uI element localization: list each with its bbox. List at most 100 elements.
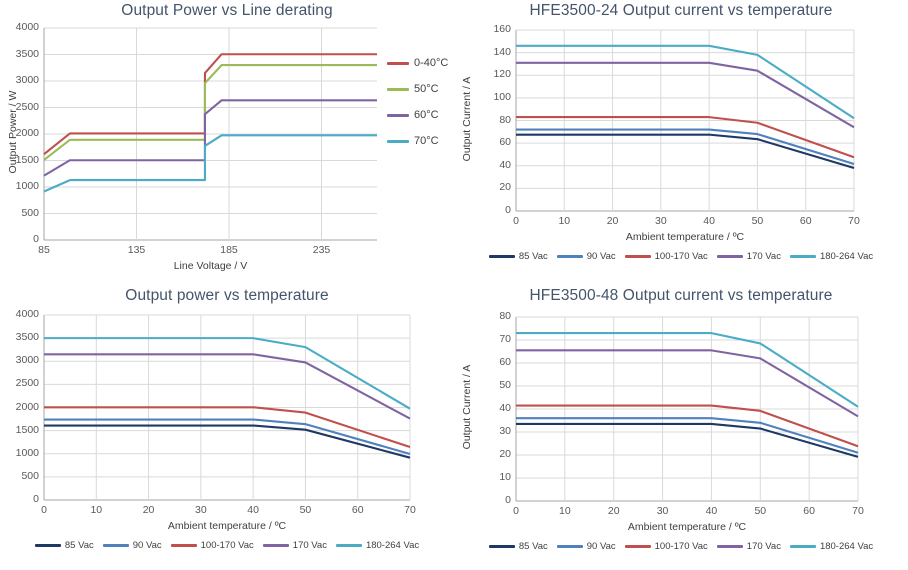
legend-item: 170 Vac <box>716 541 781 552</box>
legend-swatch-icon <box>387 139 409 143</box>
x-axis-tick-label: 235 <box>312 244 331 256</box>
y-axis-tick-label: 0 <box>33 493 39 505</box>
series-line <box>516 128 855 166</box>
x-axis-tick-label: 85 <box>38 244 50 256</box>
x-axis-tick-label: 60 <box>351 504 364 516</box>
x-axis-tick-label: 70 <box>848 215 860 227</box>
legend-swatch-icon <box>488 545 515 548</box>
series-line <box>43 64 377 161</box>
series-line <box>44 337 411 410</box>
y-axis-title: Output Current / A <box>461 364 473 450</box>
series-line <box>516 61 855 129</box>
legend-label: 0-40°C <box>414 57 449 69</box>
y-axis-tick-label: 40 <box>499 402 511 414</box>
plot-svg <box>515 316 859 502</box>
legend-swatch-icon <box>556 255 583 258</box>
legend-item: 85 Vac <box>34 540 94 551</box>
y-axis-tick-label: 60 <box>499 356 511 368</box>
legend-swatch-icon <box>170 544 197 547</box>
legend-item: 90 Vac <box>556 251 616 262</box>
x-axis-tick-label: 20 <box>606 215 619 227</box>
y-axis-tick-label: 1500 <box>15 423 39 436</box>
legend-item: 180-264 Vac <box>789 541 874 552</box>
series-line <box>44 418 411 455</box>
y-axis-tick-label: 500 <box>21 206 39 219</box>
legend-label: 170 Vac <box>746 541 781 552</box>
series-line <box>516 44 855 120</box>
x-axis-tick-label: 50 <box>754 505 767 517</box>
y-axis-tick-label: 3500 <box>15 331 39 344</box>
legend-swatch-icon <box>789 545 816 548</box>
legend-swatch-icon <box>387 61 409 65</box>
plot-svg <box>515 29 855 212</box>
legend-label: 180-264 Vac <box>819 541 874 552</box>
legend-label: 100-170 Vac <box>654 251 708 262</box>
y-axis-tick-label: 0 <box>33 233 39 245</box>
y-axis-tick-label: 4000 <box>15 21 39 33</box>
legend-item: 50°C <box>387 76 448 102</box>
x-axis-tick-label: 0 <box>41 504 47 516</box>
series-line <box>516 404 859 448</box>
x-axis-title: Ambient temperature / ºC <box>627 521 747 533</box>
y-axis-tick-label: 40 <box>499 158 511 171</box>
legend-swatch-icon <box>624 255 651 258</box>
chart-panel-hfe3500-48-output-current-vs-temperature: HFE3500-48 Output current vs temperature… <box>454 285 908 570</box>
x-axis-title: Ambient temperature / ºC <box>167 520 287 532</box>
legend-label: 100-170 Vac <box>654 541 708 552</box>
x-axis-title: Line Voltage / V <box>173 260 248 272</box>
x-axis-tick-label: 30 <box>195 504 207 516</box>
legend-swatch-icon <box>488 255 515 258</box>
legend-label: 170 Vac <box>746 251 781 262</box>
y-axis-title: Output Power / W <box>0 351 1 461</box>
x-axis-tick-label: 20 <box>607 505 620 517</box>
y-axis-tick-label: 3000 <box>15 354 39 367</box>
legend-label: 100-170 Vac <box>200 540 254 551</box>
x-axis-tick-label: 70 <box>404 504 416 516</box>
plot-area <box>515 29 855 212</box>
plot-svg <box>43 314 411 501</box>
y-axis-title: Output Current / A <box>461 76 473 161</box>
x-axis-tick-label: 135 <box>127 244 146 256</box>
legend-item: 180-264 Vac <box>335 540 419 551</box>
y-axis-tick-label: 60 <box>499 136 511 149</box>
y-axis-tick-label: 3000 <box>15 74 39 86</box>
legend-swatch-icon <box>556 545 583 548</box>
chart-title: Output power vs temperature <box>125 287 329 304</box>
legend-swatch-icon <box>716 545 743 548</box>
plot-area <box>43 314 411 501</box>
legend-swatch-icon <box>335 544 362 547</box>
y-axis-title: Output Power / W <box>7 90 19 174</box>
legend-item: 85 Vac <box>488 541 548 552</box>
series-line <box>516 417 859 454</box>
y-axis-tick-label: 160 <box>493 23 511 35</box>
legend-label: 170 Vac <box>292 540 327 551</box>
legend-item: 170 Vac <box>262 540 327 551</box>
y-axis-tick-label: 20 <box>499 181 511 194</box>
y-axis-tick-label: 500 <box>21 469 39 482</box>
plot-svg <box>43 27 377 241</box>
y-axis-tick-label: 140 <box>493 45 511 58</box>
x-axis-tick-label: 0 <box>513 505 519 517</box>
legend-item: 100-170 Vac <box>624 251 708 262</box>
series-line <box>516 422 859 458</box>
y-axis-tick-label: 100 <box>493 90 511 103</box>
legend-item: 60°C <box>387 102 448 128</box>
legend-item: 90 Vac <box>556 541 616 552</box>
y-axis-tick-label: 70 <box>499 333 511 345</box>
legend-label: 90 Vac <box>132 540 162 551</box>
legend-swatch-icon <box>716 255 743 258</box>
series-line <box>44 424 411 459</box>
y-axis-tick-label: 1000 <box>15 446 39 459</box>
legend-swatch-icon <box>387 113 409 117</box>
x-axis-tick-label: 70 <box>852 505 864 517</box>
y-axis-tick-label: 30 <box>499 425 511 437</box>
legend-swatch-icon <box>789 255 816 258</box>
series-line <box>43 99 377 177</box>
x-axis-tick-label: 185 <box>220 244 238 256</box>
y-axis-tick-label: 0 <box>505 204 511 216</box>
x-axis-tick-label: 20 <box>142 504 155 516</box>
legend-item: 70°C <box>387 128 448 154</box>
y-axis-tick-label: 3500 <box>15 47 39 60</box>
legend-label: 70°C <box>414 135 439 147</box>
legend-label: 90 Vac <box>586 541 616 552</box>
